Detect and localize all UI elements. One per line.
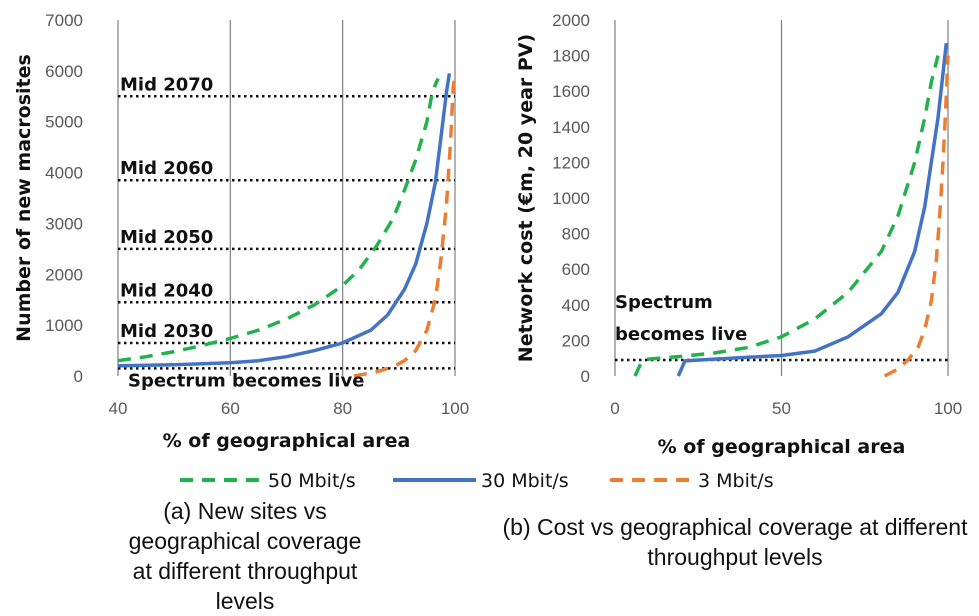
threshold-label-a-3: Mid 2040	[120, 280, 213, 301]
y-tick-label-b-800: 800	[562, 225, 590, 244]
y-tick-label-a-2000: 2000	[45, 265, 83, 284]
series-line-a-1	[117, 73, 452, 368]
threshold-label-a-4: Mid 2030	[120, 321, 213, 342]
panel-b-chart: 0 200 400 600 800 1000 1200 1400 1600 1800 2000 0 50…	[515, 11, 962, 458]
y-tick-label-b-1800: 1800	[552, 47, 590, 66]
panel-a-chart: 0 1000 2000 3000 4000 5000 6000 7000 40 60 80 100 Nu…	[13, 11, 469, 452]
y-tick-label-a-0: 0	[74, 367, 83, 386]
spectrum-label-b-line2: becomes live	[615, 324, 747, 345]
y-tick-label-b-1000: 1000	[552, 189, 590, 208]
series-line-b-2	[883, 55, 950, 378]
y-tick-label-b-600: 600	[562, 260, 590, 279]
legend-label-3: 3 Mbit/s	[698, 470, 774, 492]
threshold-label-a-0: Mid 2070	[120, 74, 213, 95]
x-axis-title-a: % of geographical area	[163, 430, 411, 452]
threshold-label-a-1: Mid 2060	[120, 158, 213, 179]
threshold-label-a-2: Mid 2050	[120, 227, 213, 248]
x-tick-label-a-80: 80	[333, 399, 352, 418]
x-tick-label-a-100: 100	[441, 399, 469, 418]
threshold-label-a-5: Spectrum becomes live	[128, 370, 364, 391]
x-tick-label-b-100: 100	[934, 399, 962, 418]
x-tick-label-b-0: 0	[610, 399, 619, 418]
legend-label-50: 50 Mbit/s	[268, 470, 356, 492]
y-tick-label-a-1000: 1000	[45, 316, 83, 335]
series-line-b-0	[633, 55, 940, 377]
y-tick-label-a-6000: 6000	[45, 62, 83, 81]
x-tick-label-a-60: 60	[221, 399, 240, 418]
caption-b: (b) Cost vs geographical coverage at dif…	[502, 514, 968, 570]
y-tick-label-b-0: 0	[581, 367, 590, 386]
y-tick-label-a-4000: 4000	[45, 164, 83, 183]
series-line-a-2	[353, 75, 457, 378]
y-tick-label-b-400: 400	[562, 296, 590, 315]
legend: 50 Mbit/s 30 Mbit/s 3 Mbit/s	[180, 470, 774, 492]
y-tick-label-b-1600: 1600	[552, 82, 590, 101]
y-tick-label-b-1400: 1400	[552, 118, 590, 137]
series-line-a-0	[117, 77, 440, 363]
x-tick-label-b-50: 50	[772, 399, 791, 418]
caption-a: (a) New sites vs geographical coverage a…	[128, 498, 362, 614]
x-axis-title-b: % of geographical area	[658, 436, 906, 458]
spectrum-label-b-line1: Spectrum	[615, 292, 713, 313]
y-tick-label-a-5000: 5000	[45, 113, 83, 132]
y-tick-label-b-2000: 2000	[552, 11, 590, 30]
y-tick-label-b-1200: 1200	[552, 153, 590, 172]
legend-label-30: 30 Mbit/s	[481, 470, 569, 492]
y-axis-title-b: Network cost (€m, 20 year PV)	[515, 34, 537, 362]
y-axis-title-a: Number of new macrosites	[13, 54, 35, 342]
y-tick-label-a-3000: 3000	[45, 214, 83, 233]
y-tick-label-a-7000: 7000	[45, 11, 83, 30]
x-tick-label-a-40: 40	[109, 399, 128, 418]
series-line-b-1	[676, 42, 949, 377]
y-tick-label-b-200: 200	[562, 331, 590, 350]
